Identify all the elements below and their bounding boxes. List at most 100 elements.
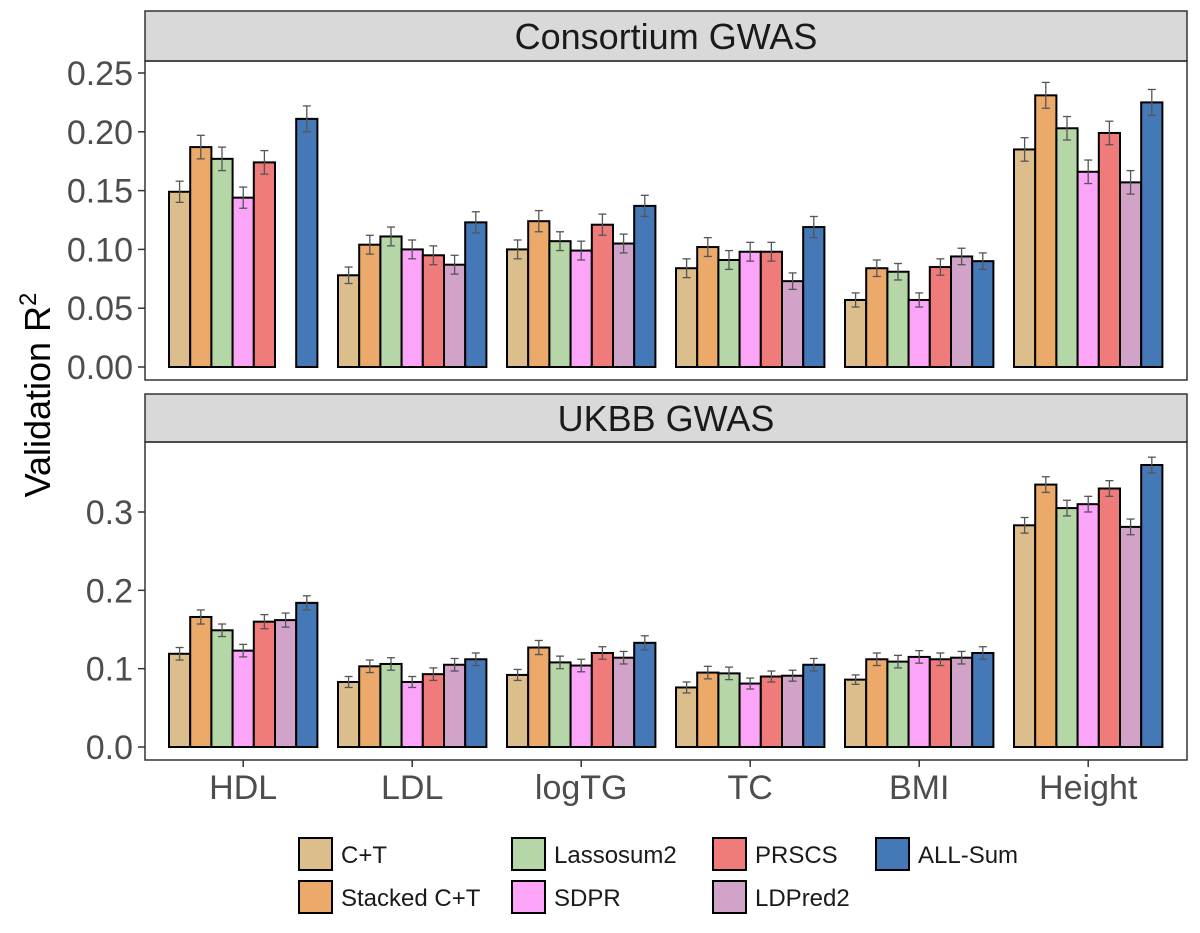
bar-BMI-SDPR	[907, 655, 931, 749]
y-tick-label: 0.1	[86, 651, 133, 689]
bar-TC-SDPR	[738, 250, 762, 368]
bar-BMI-Stacked C+T	[865, 267, 889, 368]
bar-BMI-ALL-Sum	[971, 260, 995, 368]
bar-TC-Stacked C+T	[696, 246, 720, 369]
bar-TC-LDPred2	[781, 280, 805, 369]
bar-LDL-Stacked C+T	[358, 665, 382, 748]
bar-Height-LDPred2	[1119, 525, 1143, 749]
x-tick-label: BMI	[889, 769, 949, 807]
panel-strip	[144, 10, 1188, 62]
bar-TC-PRSCS	[759, 250, 783, 368]
y-tick-label: 0.10	[67, 231, 133, 269]
legend-key-C+T	[298, 837, 333, 871]
x-tick-label: logTG	[535, 769, 628, 807]
bar-logTG-SDPR	[569, 249, 593, 369]
bar-logTG-C+T	[506, 673, 530, 749]
legend-key-LDPred2	[712, 880, 747, 914]
bar-BMI-PRSCS	[928, 266, 952, 369]
x-tick-label: Height	[1039, 769, 1138, 807]
bar-BMI-PRSCS	[928, 658, 952, 748]
bar-TC-PRSCS	[759, 675, 783, 748]
bar-Height-C+T	[1013, 148, 1037, 368]
bar-logTG-Lassosum2	[548, 661, 572, 749]
panel-border	[144, 60, 1188, 381]
legend-key-SDPR	[511, 880, 546, 914]
x-tick-label: HDL	[209, 769, 277, 807]
bar-LDL-PRSCS	[421, 254, 445, 368]
bar-logTG-PRSCS	[590, 652, 614, 748]
legend-key-Lassosum2	[511, 837, 546, 871]
bar-BMI-SDPR	[907, 298, 931, 368]
bar-TC-Stacked C+T	[696, 671, 720, 748]
bar-Height-LDPred2	[1119, 181, 1143, 368]
y-axis-title-text: Validation R	[17, 306, 58, 497]
bar-TC-Lassosum2	[717, 672, 741, 748]
bar-Height-ALL-Sum	[1140, 464, 1164, 748]
bar-BMI-LDPred2	[950, 656, 974, 749]
bar-logTG-Stacked C+T	[527, 220, 551, 368]
bar-HDL-C+T	[168, 652, 192, 748]
bar-LDL-LDPred2	[443, 263, 467, 368]
bar-BMI-LDPred2	[950, 255, 974, 368]
bar-Height-Lassosum2	[1055, 507, 1079, 749]
bar-TC-C+T	[675, 686, 699, 749]
bar-Height-Stacked C+T	[1034, 94, 1058, 369]
panel-title: UKBB GWAS	[558, 398, 775, 439]
bar-LDL-Lassosum2	[379, 662, 403, 749]
bar-HDL-LDPred2	[274, 619, 298, 748]
bar-LDL-ALL-Sum	[464, 221, 488, 368]
legend-label: ALL-Sum	[918, 842, 1018, 869]
bar-LDL-LDPred2	[443, 663, 467, 748]
bar-Height-Lassosum2	[1055, 127, 1079, 368]
bar-LDL-SDPR	[400, 248, 424, 368]
bar-LDL-ALL-Sum	[464, 658, 488, 748]
bar-LDL-Lassosum2	[379, 235, 403, 368]
bar-logTG-LDPred2	[612, 656, 636, 749]
bar-HDL-ALL-Sum	[295, 117, 319, 368]
bar-logTG-ALL-Sum	[633, 204, 657, 368]
legend-label: LDPred2	[755, 885, 850, 912]
panel-border	[144, 441, 1188, 761]
bar-TC-C+T	[675, 267, 699, 368]
y-tick-label: 0.2	[86, 572, 133, 610]
y-tick-label: 0.05	[67, 290, 133, 328]
legend-label: C+T	[341, 842, 387, 869]
legend-key-ALL-Sum	[875, 837, 910, 871]
bar-BMI-Stacked C+T	[865, 658, 889, 748]
y-tick-label: 0.0	[86, 729, 133, 767]
panel-strip	[144, 393, 1188, 443]
bar-Height-C+T	[1013, 524, 1037, 748]
y-tick-label: 0.20	[67, 114, 133, 152]
bar-LDL-PRSCS	[421, 673, 445, 749]
bar-HDL-Stacked C+T	[189, 146, 213, 368]
bar-BMI-Lassosum2	[886, 660, 910, 748]
x-tick-label: LDL	[381, 769, 443, 807]
bar-BMI-C+T	[844, 298, 868, 368]
legend-label: SDPR	[554, 885, 621, 912]
bar-logTG-PRSCS	[590, 223, 614, 368]
bar-TC-Lassosum2	[717, 258, 741, 369]
legend-key-PRSCS	[712, 837, 747, 871]
bar-logTG-LDPred2	[612, 242, 636, 369]
bar-HDL-Stacked C+T	[189, 615, 213, 749]
bar-BMI-C+T	[844, 678, 868, 749]
bar-LDL-C+T	[337, 680, 361, 749]
legend-label: Lassosum2	[554, 842, 677, 869]
bar-logTG-Stacked C+T	[527, 646, 551, 748]
bar-logTG-ALL-Sum	[633, 641, 657, 748]
bar-Height-ALL-Sum	[1140, 101, 1164, 369]
bar-Height-SDPR	[1076, 503, 1100, 748]
bar-Height-PRSCS	[1097, 131, 1122, 368]
y-tick-label: 0.25	[67, 55, 133, 93]
bar-HDL-SDPR	[231, 196, 255, 368]
bar-HDL-ALL-Sum	[295, 601, 319, 748]
x-tick-label: TC	[728, 769, 773, 807]
legend-key-Stacked C+T	[298, 880, 333, 914]
bar-LDL-Stacked C+T	[358, 243, 382, 368]
legend-label: Stacked C+T	[341, 885, 481, 912]
bar-Height-Stacked C+T	[1034, 483, 1058, 748]
bar-TC-SDPR	[738, 682, 762, 748]
y-tick-label: 0.00	[67, 349, 133, 387]
bar-TC-ALL-Sum	[802, 226, 826, 368]
